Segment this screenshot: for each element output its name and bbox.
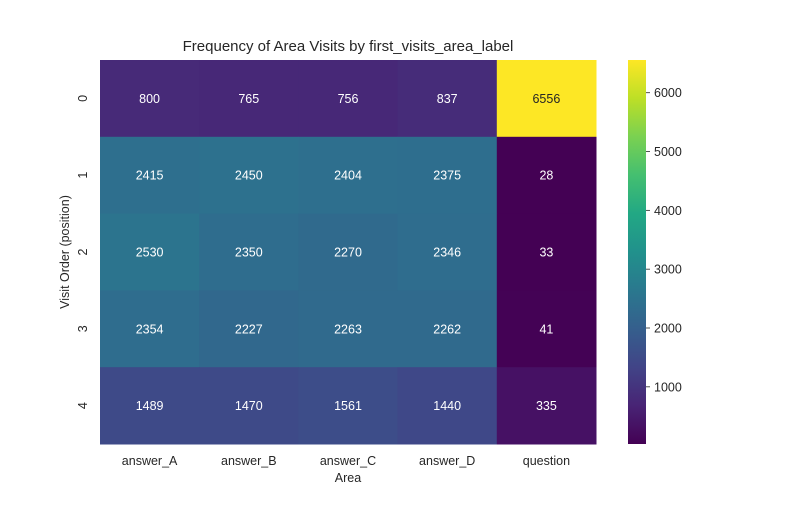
cell-label-r2-c3: 2346 [433, 246, 461, 260]
heatmap-cell-r3-c2 [298, 290, 399, 368]
cell-label-r1-c3: 2375 [433, 169, 461, 183]
heatmap-cell-r0-c4 [496, 60, 597, 138]
cell-label-r0-c1: 765 [238, 92, 259, 106]
heatmap-cell-r4-c1 [199, 367, 299, 445]
x-axis-label: Area [335, 471, 361, 485]
heatmap-cell-r0-c2 [298, 60, 399, 138]
heatmap-cells: 800 765 756 837 6556 2415 2450 2404 2375 28 2530 23… [100, 60, 597, 445]
heatmap-cell-r1-c1 [199, 136, 299, 215]
x-tick-label-3: answer_D [419, 454, 475, 468]
cell-label-r3-c4: 41 [539, 322, 553, 336]
heatmap-cell-r0-c3 [397, 60, 498, 138]
heatmap-cell-r3-c3 [397, 290, 498, 368]
colorbar: 1000 2000 3000 4000 5000 6000 [628, 60, 682, 444]
cell-label-r3-c2: 2263 [334, 322, 362, 336]
x-tick-label-0: answer_A [122, 454, 178, 468]
y-axis-label: Visit Order (position) [58, 195, 72, 309]
cell-label-r4-c2: 1561 [334, 399, 362, 413]
cell-label-r1-c0: 2415 [136, 169, 164, 183]
heatmap-cell-r0-c0 [100, 60, 200, 138]
colorbar-tick-label-0: 1000 [654, 380, 682, 394]
heatmap-cell-r4-c2 [298, 367, 399, 445]
colorbar-tick-label-1: 2000 [654, 322, 682, 336]
heatmap-cell-r3-c0 [100, 290, 200, 368]
cell-label-r1-c1: 2450 [235, 169, 263, 183]
x-tick-label-2: answer_C [320, 454, 376, 468]
colorbar-tick-label-2: 3000 [654, 263, 682, 277]
colorbar-tick-label-4: 5000 [654, 145, 682, 159]
heatmap-cell-r1-c2 [298, 136, 399, 215]
cell-label-r0-c0: 800 [139, 92, 160, 106]
heatmap-cell-r2-c0 [100, 213, 200, 291]
x-tick-label-1: answer_B [221, 454, 277, 468]
cell-label-r3-c0: 2354 [136, 322, 164, 336]
y-tick-label-0: 0 [76, 95, 90, 102]
cell-label-r3-c1: 2227 [235, 322, 263, 336]
heatmap-cell-r4-c0 [100, 367, 200, 445]
cell-label-r4-c4: 335 [536, 399, 557, 413]
cell-label-r2-c0: 2530 [136, 246, 164, 260]
cell-label-r0-c2: 756 [338, 92, 359, 106]
y-tick-label-4: 4 [76, 402, 90, 409]
x-tick-label-4: question [523, 454, 570, 468]
heatmap-cell-r4-c4 [496, 367, 597, 445]
heatmap-cell-r1-c3 [397, 136, 498, 215]
cell-label-r4-c3: 1440 [433, 399, 461, 413]
x-tick-labels: answer_A answer_B answer_C answer_D question [122, 454, 570, 468]
cell-label-r2-c2: 2270 [334, 246, 362, 260]
y-tick-label-1: 1 [76, 172, 90, 179]
heatmap-cell-r2-c4 [496, 213, 597, 291]
cell-label-r4-c0: 1489 [136, 399, 164, 413]
heatmap-cell-r2-c1 [199, 213, 299, 291]
y-tick-label-2: 2 [76, 248, 90, 255]
cell-label-r2-c1: 2350 [235, 246, 263, 260]
heatmap-cell-r1-c0 [100, 136, 200, 215]
y-tick-label-3: 3 [76, 325, 90, 332]
cell-label-r2-c4: 33 [539, 246, 553, 260]
colorbar-tick-label-3: 4000 [654, 204, 682, 218]
heatmap-cell-r3-c4 [496, 290, 597, 368]
cell-label-r1-c2: 2404 [334, 169, 362, 183]
cell-label-r1-c4: 28 [539, 169, 553, 183]
chart-title: Frequency of Area Visits by first_visits… [183, 38, 514, 55]
y-tick-labels: 0 1 2 3 4 [76, 95, 90, 409]
heatmap-cell-r4-c3 [397, 367, 498, 445]
colorbar-gradient [628, 60, 646, 444]
cell-label-r3-c3: 2262 [433, 322, 461, 336]
cell-label-r0-c4: 6556 [532, 92, 560, 106]
cell-label-r4-c1: 1470 [235, 399, 263, 413]
heatmap-cell-r0-c1 [199, 60, 299, 138]
heatmap-cell-r2-c2 [298, 213, 399, 291]
heatmap-cell-r1-c4 [496, 136, 597, 215]
cell-label-r0-c3: 837 [437, 92, 458, 106]
colorbar-tick-label-5: 6000 [654, 86, 682, 100]
heatmap-cell-r3-c1 [199, 290, 299, 368]
heatmap-cell-r2-c3 [397, 213, 498, 291]
